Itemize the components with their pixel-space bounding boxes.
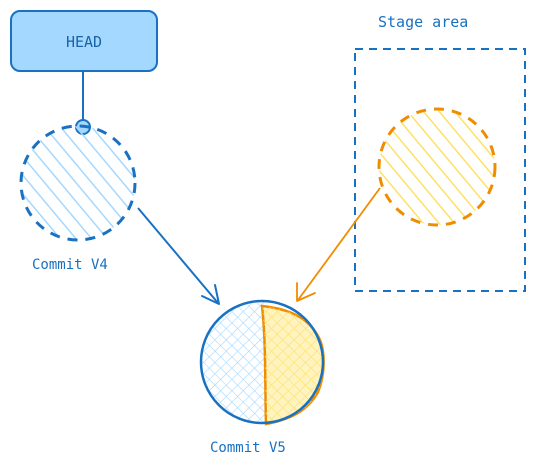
commit-v4-label: Commit V4 — [32, 257, 108, 273]
commit-v4-node[interactable] — [19, 124, 137, 242]
stage-area-box[interactable] — [354, 48, 526, 292]
head-label: HEAD — [65, 33, 103, 51]
commit-v5-node[interactable] — [199, 299, 325, 426]
stage-area-label: Stage area — [378, 13, 469, 31]
staged-change-node[interactable] — [377, 107, 497, 227]
arrow-stage-to-v5 — [296, 187, 381, 302]
arrow-v4-to-v5 — [137, 207, 220, 305]
commit-v5-label: Commit V5 — [210, 440, 286, 456]
